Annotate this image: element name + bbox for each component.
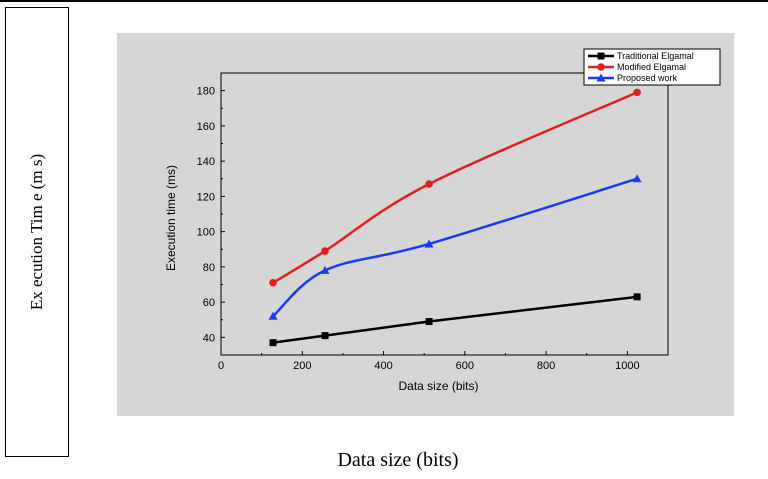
- outer-x-axis-label: Data size (bits): [337, 449, 459, 471]
- data-point-modified-elgamal: [633, 88, 641, 97]
- data-point-traditional-elgamal: [633, 293, 641, 301]
- chart-background: [117, 33, 734, 416]
- data-point-traditional-elgamal: [269, 339, 277, 347]
- legend-marker-proposed-work: [596, 73, 606, 82]
- legend-marker-modified-elgamal: [597, 63, 605, 71]
- data-point-traditional-elgamal: [425, 318, 433, 326]
- y-tick-label: 140: [197, 156, 215, 168]
- data-point-traditional-elgamal: [321, 332, 329, 340]
- y-tick-label: 40: [203, 332, 215, 344]
- x-tick-label: 800: [537, 360, 555, 372]
- plot-frame: [220, 72, 669, 356]
- data-point-proposed-work: [268, 311, 278, 320]
- x-tick-label: 200: [293, 360, 311, 372]
- top-rule: [0, 0, 768, 2]
- y-tick-label: 60: [203, 297, 215, 309]
- y-axis-label: Execution time (ms): [164, 165, 178, 271]
- data-point-modified-elgamal: [321, 247, 329, 255]
- y-tick-label: 160: [197, 121, 215, 133]
- x-axis-label: Data size (bits): [398, 379, 478, 393]
- data-point-proposed-work: [424, 239, 434, 248]
- series-line-traditional-elgamal: [272, 295, 638, 344]
- x-tick-label: 600: [456, 360, 474, 372]
- x-tick-label: 0: [218, 360, 224, 372]
- data-point-modified-elgamal: [269, 278, 277, 287]
- legend-label-proposed-work: Proposed work: [617, 73, 678, 83]
- y-tick-label: 120: [197, 191, 215, 203]
- y-tick-label: 100: [197, 227, 215, 239]
- data-point-modified-elgamal: [425, 180, 433, 188]
- data-point-proposed-work: [632, 174, 642, 183]
- x-tick-label: 1000: [615, 360, 639, 372]
- y-tick-label: 180: [197, 86, 215, 98]
- data-point-proposed-work: [320, 265, 330, 274]
- y-tick-label: 80: [203, 262, 215, 274]
- y-label-frame: [5, 7, 69, 457]
- legend-marker-traditional-elgamal: [597, 52, 605, 60]
- legend-label-modified-elgamal: Modified Elgamal: [617, 62, 686, 72]
- series-line-proposed-work: [272, 177, 638, 318]
- legend-label-traditional-elgamal: Traditional Elgamal: [617, 51, 694, 61]
- x-tick-label: 400: [374, 360, 392, 372]
- series-line-modified-elgamal: [272, 91, 638, 284]
